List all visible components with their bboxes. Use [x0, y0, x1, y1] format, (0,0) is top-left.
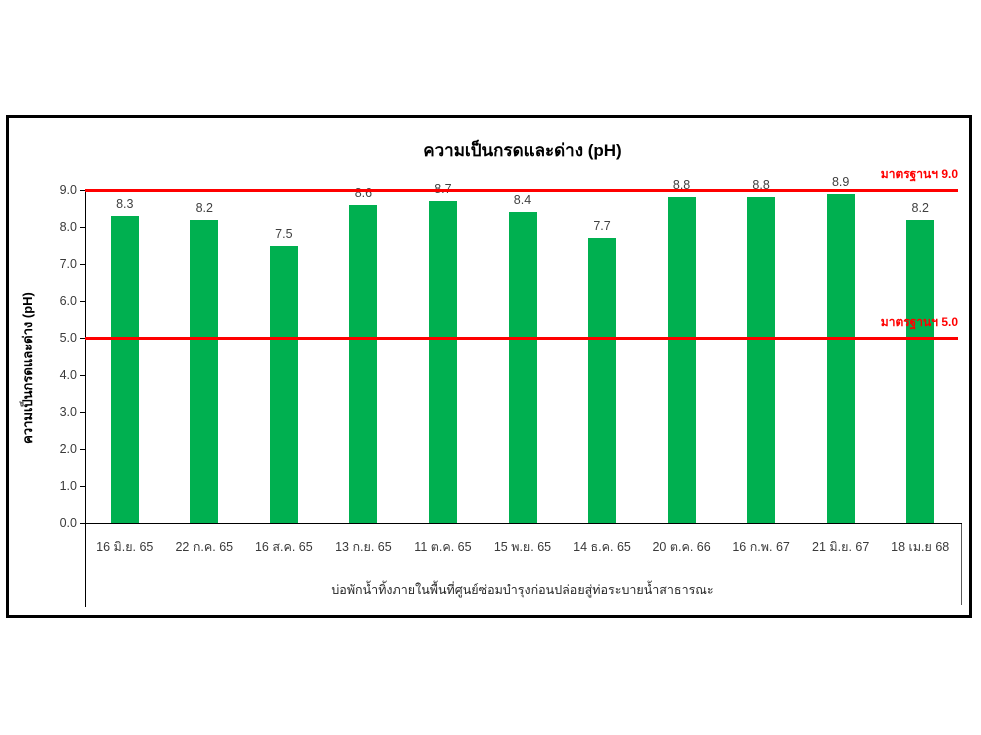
y-tick-mark: [80, 375, 85, 376]
x-tick-label: 15 พ.ย. 65: [493, 540, 552, 554]
bar-value-label: 8.3: [116, 196, 134, 211]
y-tick-mark: [80, 338, 85, 339]
x-axis-line: [85, 523, 962, 524]
x-tick-label: 16 ส.ค. 65: [254, 540, 313, 554]
bar: [349, 204, 378, 523]
bar: [747, 197, 776, 523]
y-tick-label: 8.0: [59, 220, 77, 234]
y-tick-mark: [80, 227, 85, 228]
bar: [588, 238, 617, 523]
x-tick-label: 22 ก.ค. 65: [175, 540, 234, 554]
y-tick-label: 0.0: [59, 516, 77, 530]
standard-reference-line: [85, 188, 958, 192]
bar-value-label: 8.6: [354, 185, 373, 200]
y-tick-label: 6.0: [59, 294, 77, 308]
bar-value-label: 8.9: [831, 174, 850, 189]
bar: [110, 215, 139, 523]
bar: [190, 219, 219, 523]
x-tick-label: 21 มิ.ย. 67: [812, 540, 870, 554]
y-tick-label: 2.0: [59, 442, 77, 456]
chart-title: ความเป็นกรดและด่าง (pH): [423, 141, 622, 160]
x-tick-label: 16 มิ.ย. 65: [96, 540, 154, 554]
bar: [906, 219, 935, 523]
bar: [428, 201, 457, 523]
y-tick-mark: [80, 264, 85, 265]
bar-value-label: 8.2: [911, 200, 929, 215]
bar-value-label: 8.2: [195, 200, 213, 215]
y-tick-label: 1.0: [59, 479, 77, 493]
y-tick-mark: [80, 486, 85, 487]
bar: [269, 245, 298, 523]
y-tick-mark: [80, 449, 85, 450]
plot-right-boundary-line: [961, 524, 962, 605]
y-tick-label: 4.0: [59, 368, 77, 382]
x-tick-label: 20 ต.ค. 66: [652, 540, 711, 554]
standard-reference-line: [85, 336, 958, 340]
x-tick-label: 16 ก.พ. 67: [732, 540, 790, 554]
x-tick-label: 13 ก.ย. 65: [335, 540, 392, 554]
bar: [508, 212, 537, 523]
y-tick-mark: [80, 412, 85, 413]
y-tick-label: 5.0: [59, 331, 77, 345]
y-tick-mark: [80, 523, 85, 524]
bar: [826, 193, 855, 523]
x-tick-label: 18 เม.ย 68: [891, 540, 950, 554]
x-tick-label: 11 ต.ค. 65: [414, 540, 472, 554]
x-tick-label: 14 ธ.ค. 65: [573, 540, 631, 554]
y-tick-label: 7.0: [59, 257, 77, 271]
y-axis-line: [85, 190, 86, 607]
bar: [667, 197, 696, 523]
y-tick-label: 9.0: [59, 183, 77, 197]
standard-reference-label: มาตรฐานฯ 9.0: [880, 167, 958, 181]
bar-value-label: 7.5: [275, 226, 293, 241]
y-tick-mark: [80, 190, 85, 191]
bar-value-label: 7.7: [593, 219, 611, 234]
chart-frame: ความเป็นกรดและด่าง (pH) ความเป็นกรดและด่…: [6, 115, 972, 618]
y-tick-mark: [80, 301, 85, 302]
standard-reference-label: มาตรฐานฯ 5.0: [880, 315, 958, 329]
y-tick-label: 3.0: [59, 405, 77, 419]
x-axis-title: บ่อพักน้ำทิ้งภายในพื้นที่ศูนย์ซ่อมบำรุงก…: [331, 583, 714, 597]
bar-value-label: 8.4: [513, 193, 532, 208]
